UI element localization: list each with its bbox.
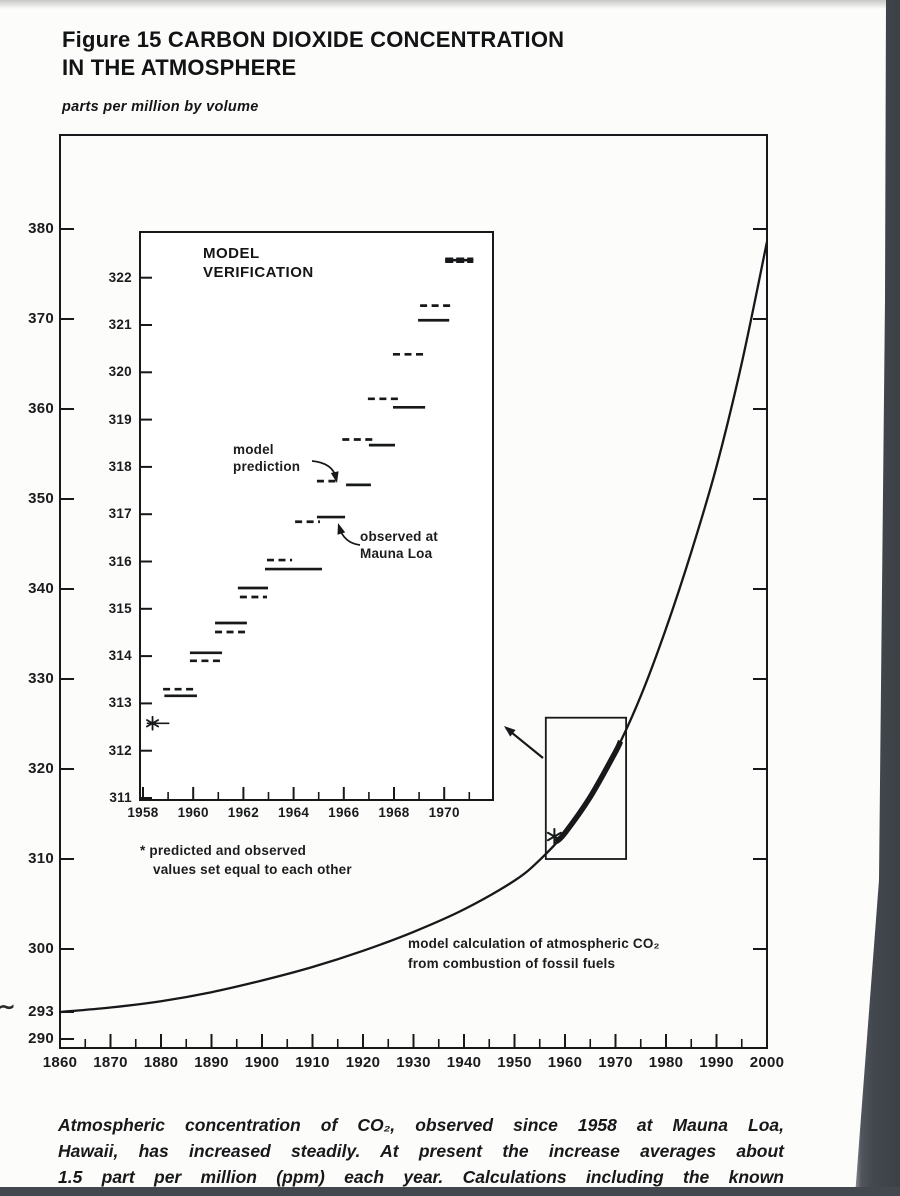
inset-x-tick-label-1968: 1968 xyxy=(378,805,410,820)
inset-chart-model-verification xyxy=(139,231,494,801)
main-x-tick-label-1950: 1950 xyxy=(497,1054,532,1071)
inset-y-tick-label-320: 320 xyxy=(108,364,132,380)
inset-axis-ticks xyxy=(141,276,471,799)
scan-bottom-band xyxy=(0,1187,900,1196)
inset-y-tick-label-314: 314 xyxy=(108,648,132,664)
scan-artifact-mark: ∼ xyxy=(0,994,16,1019)
model-prediction-arrowhead-icon xyxy=(330,471,339,483)
observed-at-mauna-loa-annotation: observed at Mauna Loa xyxy=(360,529,438,561)
zoom-box-and-arrow xyxy=(504,716,628,860)
main-y-tick-label-290: 290 xyxy=(28,1030,54,1047)
model-prediction-annotation: model prediction xyxy=(233,442,301,474)
co2-model-curve xyxy=(59,241,769,1014)
inset-x-tick-label-1962: 1962 xyxy=(227,805,259,820)
figure-title-line2: IN THE ATMOSPHERE xyxy=(62,55,297,80)
y-axis-units-label: parts per million by volume xyxy=(62,99,259,115)
main-x-tick-label-1960: 1960 xyxy=(547,1054,583,1071)
inset-y-tick-label-322: 322 xyxy=(108,269,132,285)
scan-right-bar xyxy=(855,0,900,1196)
main-x-tick-label-1880: 1880 xyxy=(143,1054,179,1071)
figure-title-line1: Figure 15 CARBON DIOXIDE CONCENTRATION xyxy=(62,27,565,52)
inset-x-tick-label-1966: 1966 xyxy=(328,805,360,820)
main-x-tick-label-1990: 1990 xyxy=(699,1054,734,1071)
inset-border xyxy=(139,231,494,801)
scan-top-edge-artifact xyxy=(0,0,900,9)
main-y-tick-label-300: 300 xyxy=(28,940,54,957)
caption-line-2: Hawaii, has increased steadily. At prese… xyxy=(58,1141,784,1161)
main-x-tick-label-1930: 1930 xyxy=(396,1054,431,1071)
main-y-tick-label-330: 330 xyxy=(28,670,54,687)
main-y-tick-label-320: 320 xyxy=(28,760,54,777)
footnote-line1: * predicted and observed xyxy=(140,843,307,858)
inset-title-model-verification: MODEL VERIFICATION xyxy=(203,245,314,281)
main-x-tick-label-1890: 1890 xyxy=(194,1054,229,1071)
inset-annotation-arrows xyxy=(311,460,361,546)
main-x-tick-label-1920: 1920 xyxy=(345,1054,381,1071)
inset-x-tick-label-1964: 1964 xyxy=(277,805,310,820)
figure-caption: Atmospheric concentration of CO₂, observ… xyxy=(58,1112,784,1190)
inset-y-tick-label-319: 319 xyxy=(108,411,132,427)
zoom-region-box xyxy=(544,716,628,860)
inset-x-tick-label-1960: 1960 xyxy=(177,805,209,820)
model-calculation-curve xyxy=(59,241,769,1014)
inset-y-tick-label-311: 311 xyxy=(109,790,132,805)
main-y-tick-label-370: 370 xyxy=(28,310,54,327)
inset-data-segments xyxy=(146,257,474,731)
main-x-tick-label-1970: 1970 xyxy=(598,1054,633,1071)
model-calc-annotation-line1: model calculation of atmospheric CO₂ xyxy=(408,936,660,951)
main-x-tick-label-1860: 1860 xyxy=(42,1054,78,1071)
main-x-tick-label-1940: 1940 xyxy=(446,1054,482,1071)
main-axis-ticks xyxy=(59,228,768,1047)
main-y-tick-label-380: 380 xyxy=(28,220,54,237)
main-x-tick-label-1870: 1870 xyxy=(93,1054,128,1071)
footnote-line2: values set equal to each other xyxy=(153,862,352,877)
inset-y-tick-label-316: 316 xyxy=(108,553,132,569)
main-x-tick-label-1910: 1910 xyxy=(295,1054,330,1071)
inset-y-tick-label-317: 317 xyxy=(108,506,132,522)
zoom-box-arrowhead-icon xyxy=(504,726,516,737)
inset-y-tick-label-318: 318 xyxy=(108,458,132,474)
observed-bold-overlay xyxy=(553,739,624,844)
observed-arrowhead-icon xyxy=(337,523,346,535)
inset-x-tick-label-1970: 1970 xyxy=(428,805,460,820)
main-y-tick-label-293: 293 xyxy=(28,1003,54,1020)
figure-title: Figure 15 CARBON DIOXIDE CONCENTRATION IN… xyxy=(62,26,564,82)
inset-y-tick-label-312: 312 xyxy=(108,742,132,758)
main-x-tick-label-2000: 2000 xyxy=(749,1054,785,1071)
main-x-tick-label-1900: 1900 xyxy=(244,1054,280,1071)
caption-line-3: 1.5 part per million (ppm) each year. Ca… xyxy=(58,1167,784,1187)
main-chart xyxy=(59,134,768,1049)
main-chart-border xyxy=(59,134,768,1049)
model-calc-annotation-line2: from combustion of fossil fuels xyxy=(408,956,616,971)
inset-y-tick-label-313: 313 xyxy=(108,695,132,711)
inset-x-tick-label-1958: 1958 xyxy=(127,805,159,820)
main-y-tick-label-350: 350 xyxy=(28,490,54,507)
inset-y-tick-label-321: 321 xyxy=(108,317,132,332)
main-y-tick-label-310: 310 xyxy=(28,850,54,867)
main-y-tick-label-340: 340 xyxy=(28,580,54,597)
caption-line-1: Atmospheric concentration of CO₂, observ… xyxy=(58,1115,784,1135)
main-x-tick-label-1980: 1980 xyxy=(648,1054,684,1071)
inset-y-tick-label-315: 315 xyxy=(108,600,132,616)
main-y-tick-label-360: 360 xyxy=(28,400,54,417)
